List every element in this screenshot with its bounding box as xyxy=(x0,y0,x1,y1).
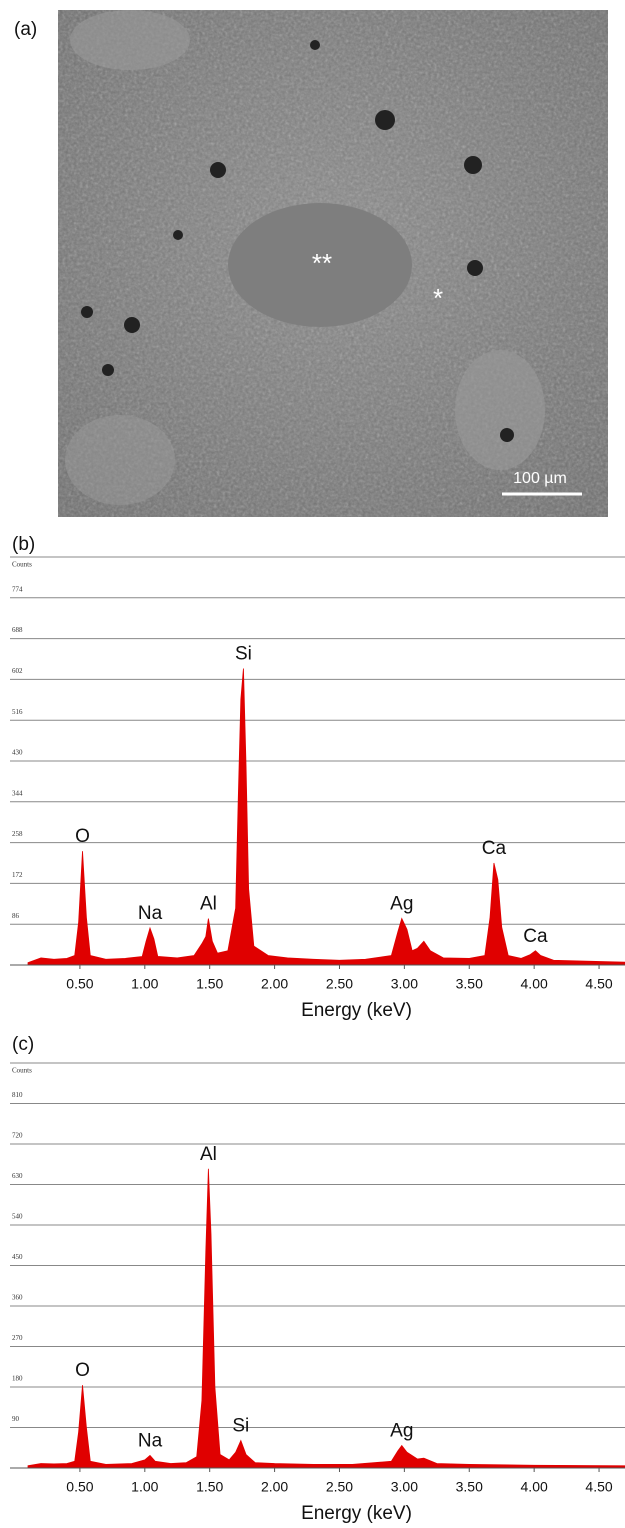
figure: (a) ** * 100 µm (b) Counts 86 172 258 344 430 5… xyxy=(0,0,625,1528)
x-tick-label: 0.50 xyxy=(66,1479,93,1495)
x-tick-label: 3.00 xyxy=(391,976,418,992)
x-tick-label: 4.00 xyxy=(521,976,548,992)
spectrum xyxy=(28,1169,625,1468)
x-tick-label: 3.00 xyxy=(391,1479,418,1495)
y-tick-label: 90 xyxy=(12,1415,20,1423)
x-tick-label: 1.00 xyxy=(131,976,158,992)
y-tick-label: 360 xyxy=(12,1294,23,1302)
peak-label: Ca xyxy=(482,838,507,859)
y-tick-label: 516 xyxy=(12,708,23,716)
peak-label: Na xyxy=(138,903,163,924)
panel-label: (c) xyxy=(12,1034,34,1055)
y-axis-label: Counts xyxy=(12,561,32,569)
y-axis-label: Counts xyxy=(12,1067,32,1075)
x-tick-label: 4.50 xyxy=(585,976,612,992)
y-tick-label: 270 xyxy=(12,1334,23,1342)
peak-label: Na xyxy=(138,1430,163,1451)
panel-label: (b) xyxy=(12,534,35,555)
peak-label: Al xyxy=(200,894,217,915)
x-tick-label: 2.00 xyxy=(261,1479,288,1495)
x-tick-label: 1.50 xyxy=(196,1479,223,1495)
y-tick-label: 86 xyxy=(12,912,20,920)
peak-label: Al xyxy=(200,1144,217,1165)
scale-label: 100 µm xyxy=(513,470,567,487)
y-tick-label: 602 xyxy=(12,667,23,675)
peak-label: O xyxy=(75,826,90,847)
y-tick-label: 180 xyxy=(12,1375,23,1383)
peak-label: Ca xyxy=(523,926,548,947)
x-tick-label: 2.00 xyxy=(261,976,288,992)
y-tick-label: 774 xyxy=(12,585,23,593)
x-tick-label: 1.00 xyxy=(131,1479,158,1495)
x-tick-label: 0.50 xyxy=(66,976,93,992)
y-tick-label: 630 xyxy=(12,1172,23,1180)
peak-label: Si xyxy=(232,1416,249,1437)
y-tick-label: 688 xyxy=(12,626,23,634)
y-tick-label: 720 xyxy=(12,1132,23,1140)
marker: * xyxy=(433,283,443,313)
y-tick-label: 172 xyxy=(12,871,23,879)
sem-image: ** * 100 µm xyxy=(58,10,608,517)
x-axis-label: Energy (keV) xyxy=(301,1503,412,1524)
y-tick-label: 344 xyxy=(12,789,23,797)
spectrum xyxy=(28,668,625,965)
y-tick-label: 430 xyxy=(12,749,23,757)
panel-label: (a) xyxy=(14,19,37,40)
x-tick-label: 2.50 xyxy=(326,976,353,992)
peak-label: Ag xyxy=(390,1421,413,1442)
y-tick-label: 450 xyxy=(12,1253,23,1261)
peak-label: O xyxy=(75,1360,90,1381)
peak-label: Si xyxy=(235,644,252,665)
marker: ** xyxy=(312,248,332,278)
y-tick-label: 810 xyxy=(12,1091,23,1099)
peak-label: Ag xyxy=(390,894,413,915)
x-tick-label: 4.00 xyxy=(521,1479,548,1495)
x-tick-label: 3.50 xyxy=(456,1479,483,1495)
x-axis-label: Energy (keV) xyxy=(301,1000,412,1021)
x-tick-label: 1.50 xyxy=(196,976,223,992)
y-tick-label: 540 xyxy=(12,1213,23,1221)
x-tick-label: 2.50 xyxy=(326,1479,353,1495)
y-tick-label: 258 xyxy=(12,830,23,838)
x-tick-label: 3.50 xyxy=(456,976,483,992)
x-tick-label: 4.50 xyxy=(585,1479,612,1495)
